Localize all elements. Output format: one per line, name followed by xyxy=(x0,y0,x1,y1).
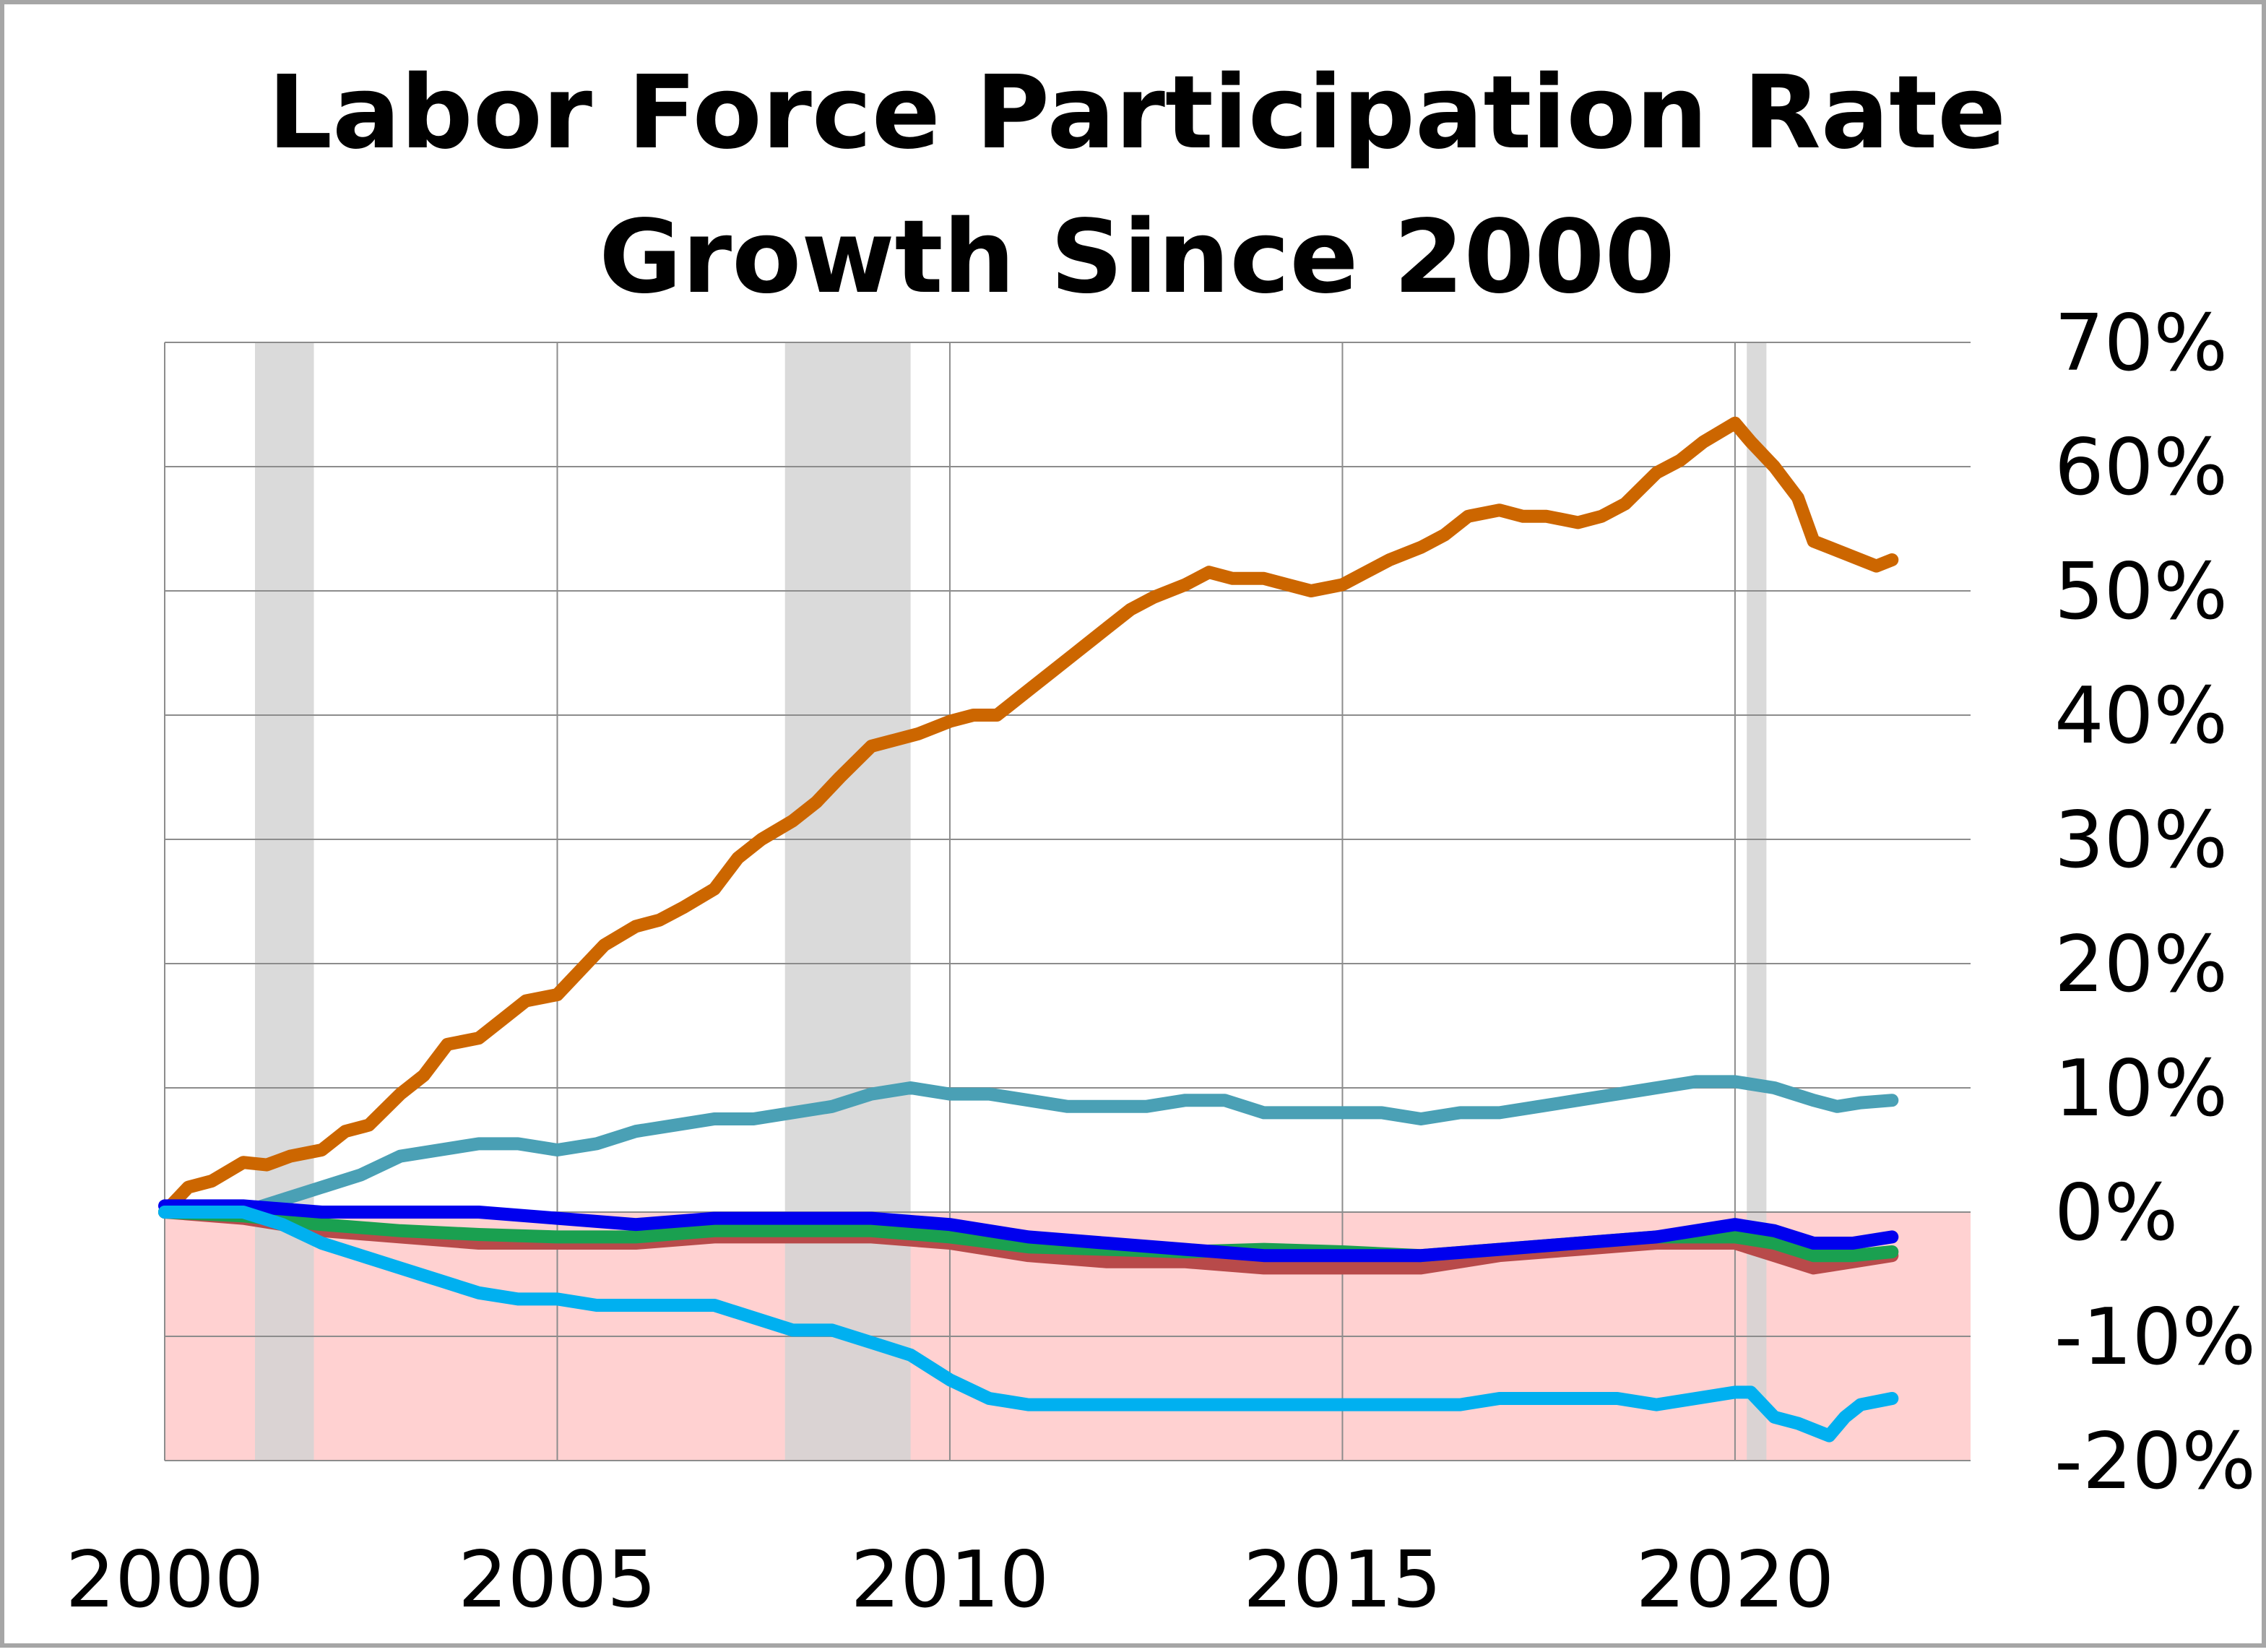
recession-bar-2 xyxy=(784,342,911,1461)
series-line-orange xyxy=(158,416,1899,1219)
y-tick-label-1: 60% xyxy=(2054,423,2228,513)
chart-title-line-1: Labor Force Participation Rate xyxy=(268,54,2006,172)
chart-title-line-2: Growth Since 2000 xyxy=(599,199,1675,316)
series-lines xyxy=(158,416,1899,1443)
chart-svg: Labor Force Participation Rate Growth Si… xyxy=(66,54,2256,1625)
series-line-blue xyxy=(158,1199,1899,1263)
series-line-light-blue xyxy=(158,1206,1899,1443)
y-tick-label-8: -10% xyxy=(2054,1292,2256,1383)
y-tick-label-2: 50% xyxy=(2054,547,2228,637)
recession-bar-3 xyxy=(1747,342,1767,1461)
y-tick-label-5: 20% xyxy=(2054,920,2228,1010)
plot-background xyxy=(165,342,1971,1461)
y-tick-label-4: 30% xyxy=(2054,795,2228,886)
y-tick-label-3: 40% xyxy=(2054,671,2228,761)
recession-bar-1 xyxy=(255,342,314,1461)
series-line-teal xyxy=(158,1075,1899,1219)
x-axis-tick-labels: 2000 2005 2010 2015 2020 xyxy=(66,1535,1835,1625)
x-tick-label-2: 2010 xyxy=(851,1535,1050,1625)
x-tick-label-1: 2005 xyxy=(458,1535,657,1625)
x-tick-label-3: 2015 xyxy=(1243,1535,1442,1625)
x-tick-label-4: 2020 xyxy=(1635,1535,1834,1625)
y-tick-label-9: -20% xyxy=(2054,1417,2256,1507)
y-tick-label-6: 10% xyxy=(2054,1044,2228,1134)
y-tick-label-7: 0% xyxy=(2054,1168,2178,1258)
x-tick-label-0: 2000 xyxy=(66,1535,264,1625)
y-axis-tick-labels: 70% 60% 50% 40% 30% 20% 10% 0% -10% -20% xyxy=(2054,298,2256,1507)
y-tick-label-0: 70% xyxy=(2054,298,2228,389)
